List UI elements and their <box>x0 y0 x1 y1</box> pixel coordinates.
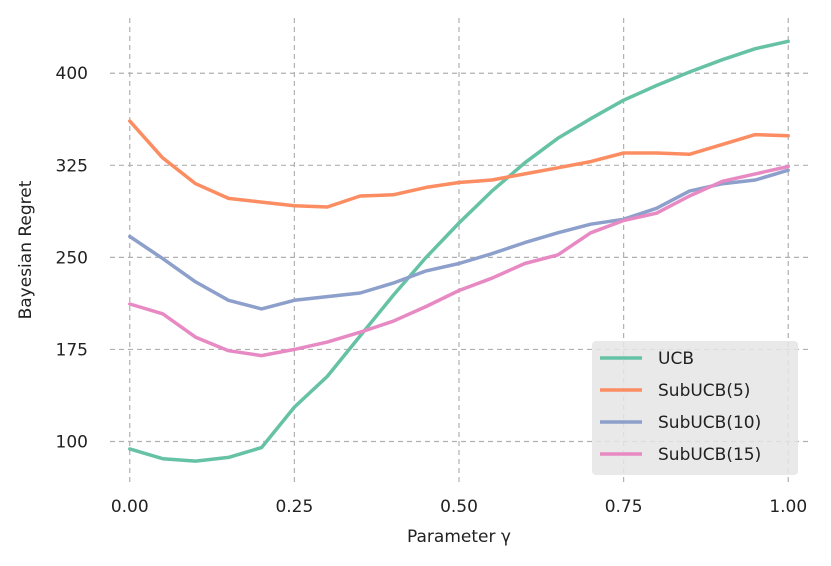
series-line-subucb-10 <box>128 168 790 311</box>
y-tick-label: 175 <box>56 340 88 360</box>
series-line-ucb <box>128 39 790 463</box>
series-line-subucb-5 <box>128 119 790 209</box>
legend-label: SubUCB(10) <box>658 413 761 433</box>
x-tick-label: 0.50 <box>440 497 478 517</box>
x-axis-title: Parameter γ <box>407 527 511 547</box>
y-tick-label: 325 <box>56 156 88 176</box>
legend-label: SubUCB(5) <box>658 381 750 401</box>
legend-box <box>592 341 798 475</box>
legend: UCB SubUCB(5) SubUCB(10) SubUCB(15) <box>592 341 798 475</box>
y-tick-label: 400 <box>56 64 88 84</box>
x-tick-label: 0.75 <box>605 497 643 517</box>
legend-label: SubUCB(15) <box>658 445 761 465</box>
y-axis-title: Bayesian Regret <box>16 180 36 319</box>
legend-label: UCB <box>658 349 694 369</box>
x-tick-label: 1.00 <box>769 497 807 517</box>
y-tick-label: 100 <box>56 432 88 452</box>
series-lines <box>128 39 790 463</box>
x-tick-label: 0.25 <box>275 497 313 517</box>
y-tick-labels: 100 175 250 325 400 <box>56 64 88 452</box>
y-tick-label: 250 <box>56 248 88 268</box>
x-tick-label: 0.00 <box>111 497 149 517</box>
x-tick-labels: 0.00 0.25 0.50 0.75 1.00 <box>111 497 807 517</box>
series-line-subucb-15 <box>128 164 790 358</box>
